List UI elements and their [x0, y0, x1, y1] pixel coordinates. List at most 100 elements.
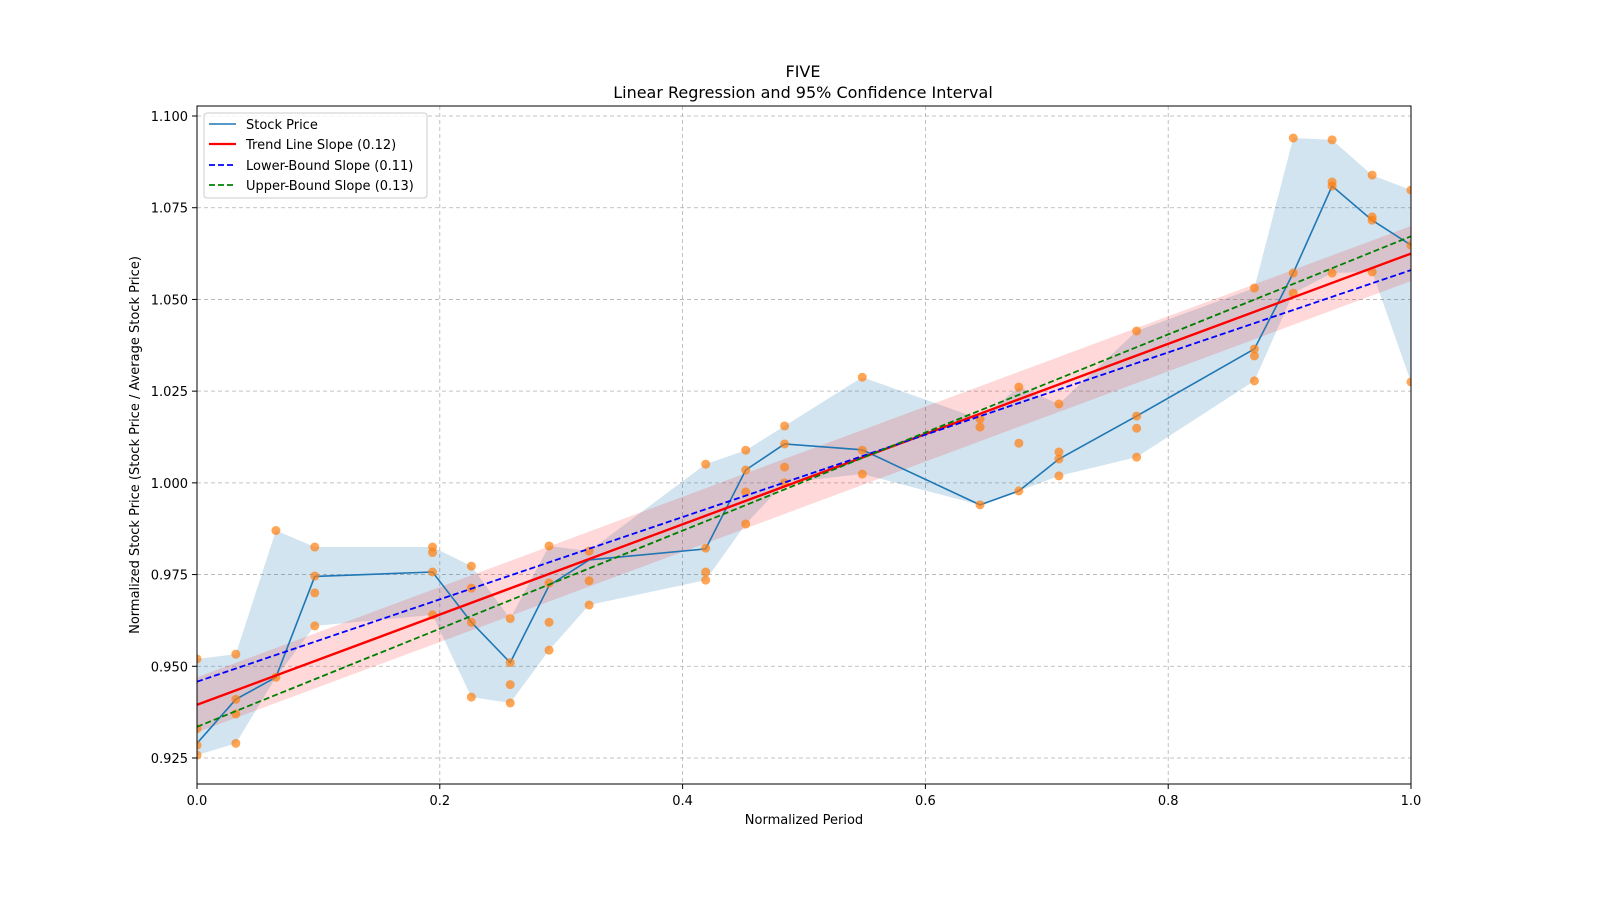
scatter-point: [1054, 471, 1064, 481]
scatter-point: [466, 617, 476, 627]
scatter-point: [1367, 170, 1377, 180]
scatter-point: [701, 575, 711, 585]
chart-title: FIVE: [786, 62, 821, 81]
legend-item-upper-bound: Upper-Bound Slope (0.13): [209, 179, 414, 194]
scatter-point: [1132, 411, 1142, 421]
legend-item-lower-bound: Lower-Bound Slope (0.11): [209, 159, 413, 174]
scatter-point: [975, 422, 985, 432]
scatter-point: [231, 738, 241, 748]
scatter-point: [231, 649, 241, 659]
scatter-point: [1249, 376, 1259, 386]
scatter-point: [1014, 382, 1024, 392]
y-tick-label: 0.975: [151, 569, 188, 584]
scatter-point: [544, 541, 554, 551]
scatter-point: [741, 445, 751, 455]
scatter-point: [1249, 351, 1259, 361]
y-tick-label: 1.075: [151, 202, 188, 217]
scatter-point: [197, 654, 202, 664]
axes-frame: [196, 105, 1412, 785]
legend-item-trend-line: Trend Line Slope (0.12): [209, 138, 396, 153]
scatter-point: [505, 698, 515, 708]
scatter-point: [505, 658, 515, 668]
scatter-point: [231, 694, 241, 704]
scatter-point: [780, 421, 790, 431]
scatter-point: [741, 519, 751, 529]
scatter-point: [1054, 447, 1064, 457]
y-tick-label: 1.050: [151, 293, 188, 308]
scatter-point: [1327, 268, 1337, 278]
y-axis: 0.925 0.950 0.975 1.000 1.025 1.050 1.075 1.100: [151, 110, 197, 767]
plot-area: [197, 133, 1411, 760]
x-tick-label: 0.2: [429, 794, 450, 809]
scatter-point: [1367, 215, 1377, 225]
scatter-point: [1132, 452, 1142, 462]
scatter-point: [780, 439, 790, 449]
scatter-point: [1054, 399, 1064, 409]
scatter-point: [310, 571, 320, 581]
scatter-point: [310, 588, 320, 598]
scatter-point: [1327, 135, 1337, 145]
scatter-point: [310, 542, 320, 552]
legend-label-trend-line: Trend Line Slope (0.12): [245, 138, 396, 153]
scatter-point: [544, 617, 554, 627]
scatter-point: [271, 526, 281, 536]
upper-bound-line: [197, 235, 1411, 728]
scatter-point: [1132, 326, 1142, 336]
chart-subtitle: Linear Regression and 95% Confidence Int…: [613, 83, 993, 102]
scatter-point: [1288, 133, 1298, 143]
scatter-point: [1288, 268, 1298, 278]
scatter-point: [584, 576, 594, 586]
scatter-point: [701, 543, 711, 553]
x-tick-label: 0.8: [1158, 794, 1179, 809]
y-tick-label: 1.025: [151, 385, 188, 400]
scatter-point: [780, 462, 790, 472]
x-tick-label: 0.4: [672, 794, 693, 809]
scatter-point: [857, 445, 867, 455]
scatter-point: [1406, 377, 1411, 387]
scatter-point: [1406, 240, 1411, 250]
scatter-point: [1014, 486, 1024, 496]
scatter-point: [197, 750, 202, 760]
x-tick-label: 0.6: [915, 794, 936, 809]
y-axis-label: Normalized Stock Price (Stock Price / Av…: [128, 256, 143, 634]
scatter-point: [544, 645, 554, 655]
scatter-point: [544, 578, 554, 588]
legend: Stock Price Trend Line Slope (0.12) Lowe…: [203, 112, 428, 199]
x-tick-label: 0.0: [187, 794, 208, 809]
legend-label-stock-price: Stock Price: [246, 118, 318, 133]
scatter-point: [701, 459, 711, 469]
scatter-point: [466, 692, 476, 702]
stock-price-line: [197, 184, 1411, 744]
scatter-point: [505, 614, 515, 624]
trend-line: [197, 252, 1411, 706]
y-tick-label: 0.925: [151, 752, 188, 767]
y-tick-label: 1.000: [151, 477, 188, 492]
grid-lines: [197, 106, 1411, 784]
scatter-point: [197, 740, 202, 750]
price-range-band: [197, 138, 1411, 756]
scatter-point: [1327, 181, 1337, 191]
legend-box: [203, 112, 428, 199]
scatter-point: [231, 709, 241, 719]
legend-label-lower-bound: Lower-Bound Slope (0.11): [246, 159, 413, 174]
scatter-point: [584, 600, 594, 610]
scatter-point: [1054, 454, 1064, 464]
y-tick-label: 0.950: [151, 660, 188, 675]
scatter-point: [505, 680, 515, 690]
scatter-point: [1132, 423, 1142, 433]
scatter-point: [466, 561, 476, 571]
scatter-point: [428, 567, 438, 577]
scatter-point: [1249, 344, 1259, 354]
scatter-point: [701, 567, 711, 577]
x-tick-label: 1.0: [1401, 794, 1422, 809]
scatter-point: [857, 469, 867, 479]
lower-bound-line: [197, 269, 1411, 683]
scatter-point: [741, 465, 751, 475]
scatter-point: [1014, 438, 1024, 448]
x-axis-label: Normalized Period: [745, 813, 863, 828]
scatter-point: [310, 621, 320, 631]
scatter-point: [857, 372, 867, 382]
x-axis: 0.0 0.2 0.4 0.6 0.8 1.0: [187, 784, 1422, 809]
scatter-point: [1249, 283, 1259, 293]
